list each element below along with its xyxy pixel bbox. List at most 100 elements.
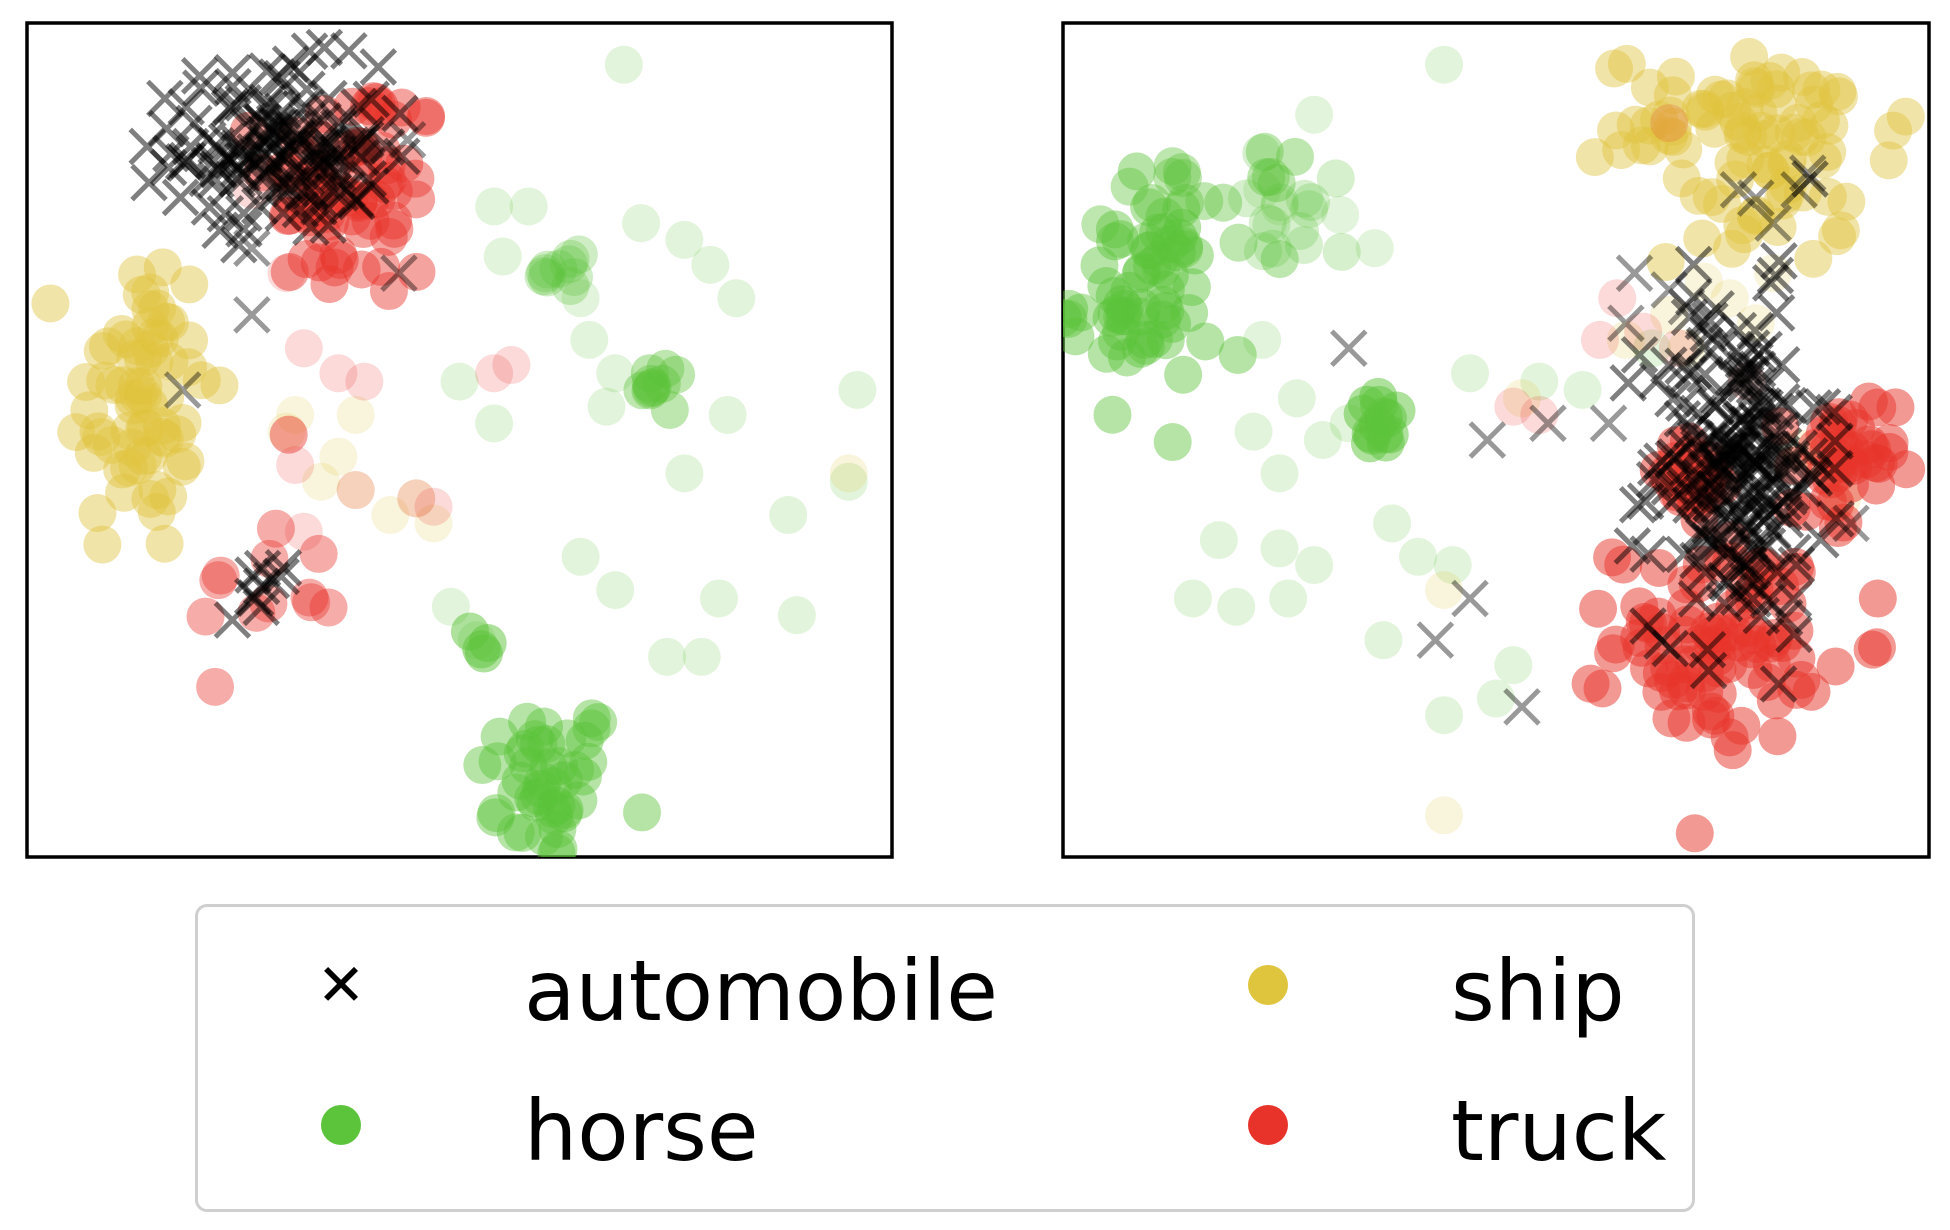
horse-dot-point [1170, 294, 1209, 333]
horse-dot-point [648, 637, 687, 676]
horse-dot-point [1260, 187, 1299, 226]
horse-dot-point [1153, 423, 1192, 462]
ship-dot-point [267, 412, 306, 451]
horse-dot-point [1121, 297, 1160, 336]
ship-dot-point [118, 327, 157, 366]
automobile-x-point [190, 188, 229, 226]
truck-dot-point [1818, 509, 1857, 548]
truck-dot-point [267, 254, 306, 293]
truck-dot-point [276, 446, 315, 485]
truck-dot-point [475, 354, 514, 393]
automobile-x-point [233, 296, 271, 334]
automobile-x-point [359, 48, 398, 86]
horse-dot-point [1102, 312, 1141, 351]
ship-legend-dot [1248, 965, 1288, 1005]
horse-dot-point [1101, 220, 1140, 259]
automobile-x-point [339, 126, 378, 165]
horse-dot-point [1281, 211, 1320, 250]
ship-dot-point [1737, 69, 1776, 108]
horse-dot-point [1122, 252, 1161, 291]
horse-dot-point [1370, 415, 1409, 454]
truck-dot-point [1858, 579, 1897, 618]
automobile-x-point [1753, 430, 1791, 469]
ship-dot-point [92, 425, 131, 464]
ship-dot-point [158, 415, 197, 454]
ship-dot-point [1602, 131, 1641, 170]
truck-dot-point [284, 512, 323, 551]
automobile-x-point [349, 160, 388, 198]
truck-dot-point [1747, 663, 1786, 702]
automobile-x-point [1756, 256, 1795, 295]
automobile-x-point [1760, 242, 1798, 280]
truck-dot-point [196, 667, 235, 706]
truck-dot-point [300, 243, 339, 282]
left-scatter-panel [25, 21, 894, 859]
truck-dot-point [406, 98, 445, 137]
ship-dot-point [1654, 118, 1693, 157]
horse-dot-point [1129, 231, 1168, 270]
right-plot-points [1063, 37, 1926, 853]
ship-dot-point [1788, 118, 1827, 157]
truck-dot-point [407, 97, 446, 136]
ship-dot-point [1808, 132, 1847, 171]
horse-dot-point [572, 699, 611, 738]
horse-dot-point [622, 204, 661, 243]
ship-dot-point [1616, 105, 1655, 144]
horse-dot-point [1295, 546, 1334, 585]
truck-dot-point [1620, 587, 1659, 626]
truck-dot-point [1792, 672, 1831, 711]
ship-dot-point [162, 447, 201, 486]
horse-dot-point [534, 767, 573, 806]
ship-dot-point [1630, 127, 1669, 166]
ship-dot-point [78, 494, 117, 533]
automobile-x-point [1615, 254, 1654, 292]
ship-dot-point [1692, 178, 1731, 217]
automobile-x-point [130, 163, 168, 202]
truck-dot-point [375, 209, 414, 248]
horse-dot-point [631, 371, 670, 410]
horse-dot-point [1204, 183, 1243, 222]
automobile-x-point [262, 557, 300, 596]
horse-dot-point [1145, 212, 1184, 251]
horse-dot-point [509, 746, 548, 785]
automobile-x-point [161, 178, 200, 217]
horse-dot-point [538, 810, 577, 849]
ship-dot-point [57, 413, 96, 452]
ship-dot-point [106, 320, 145, 359]
ship-dot-point [31, 284, 70, 323]
ship-dot-point [135, 342, 174, 381]
automobile-x-point [1670, 298, 1709, 336]
truck-dot-point [369, 217, 408, 256]
horse-dot-point [1162, 189, 1201, 228]
ship-dot-point [79, 412, 118, 451]
ship-dot-point [276, 395, 315, 434]
automobile-x-point [1589, 404, 1628, 443]
horse-dot-point [1173, 579, 1212, 618]
automobile-x-point [1757, 294, 1796, 332]
horse-dot-point [631, 364, 670, 403]
horse-dot-point [539, 249, 578, 288]
ship-dot-point [1729, 118, 1768, 157]
automobile-x-point [1832, 504, 1870, 543]
horse-dot-point [1130, 188, 1169, 227]
ship-dot-point [1781, 117, 1820, 156]
automobile-x-point [242, 588, 280, 627]
horse-dot-point [559, 235, 598, 274]
horse-dot-point [556, 750, 595, 789]
horse-dot-point [1153, 147, 1192, 186]
horse-dot-point [555, 258, 594, 297]
ship-dot-point [371, 496, 410, 535]
horse-dot-point [525, 707, 564, 746]
horse-dot-point [569, 742, 608, 781]
horse-dot-point [540, 747, 579, 786]
automobile-x-point [1733, 445, 1772, 483]
series-automobile-points [128, 28, 427, 639]
horse-dot-point [1245, 132, 1284, 171]
horse-dot-point [1163, 208, 1202, 247]
automobile-x-point [1788, 154, 1827, 192]
horse-dot-point [551, 239, 590, 278]
horse-dot-point [596, 571, 635, 610]
automobile-x-point [1685, 329, 1723, 368]
truck-dot-point [382, 88, 421, 127]
ship-dot-point [1821, 211, 1860, 250]
